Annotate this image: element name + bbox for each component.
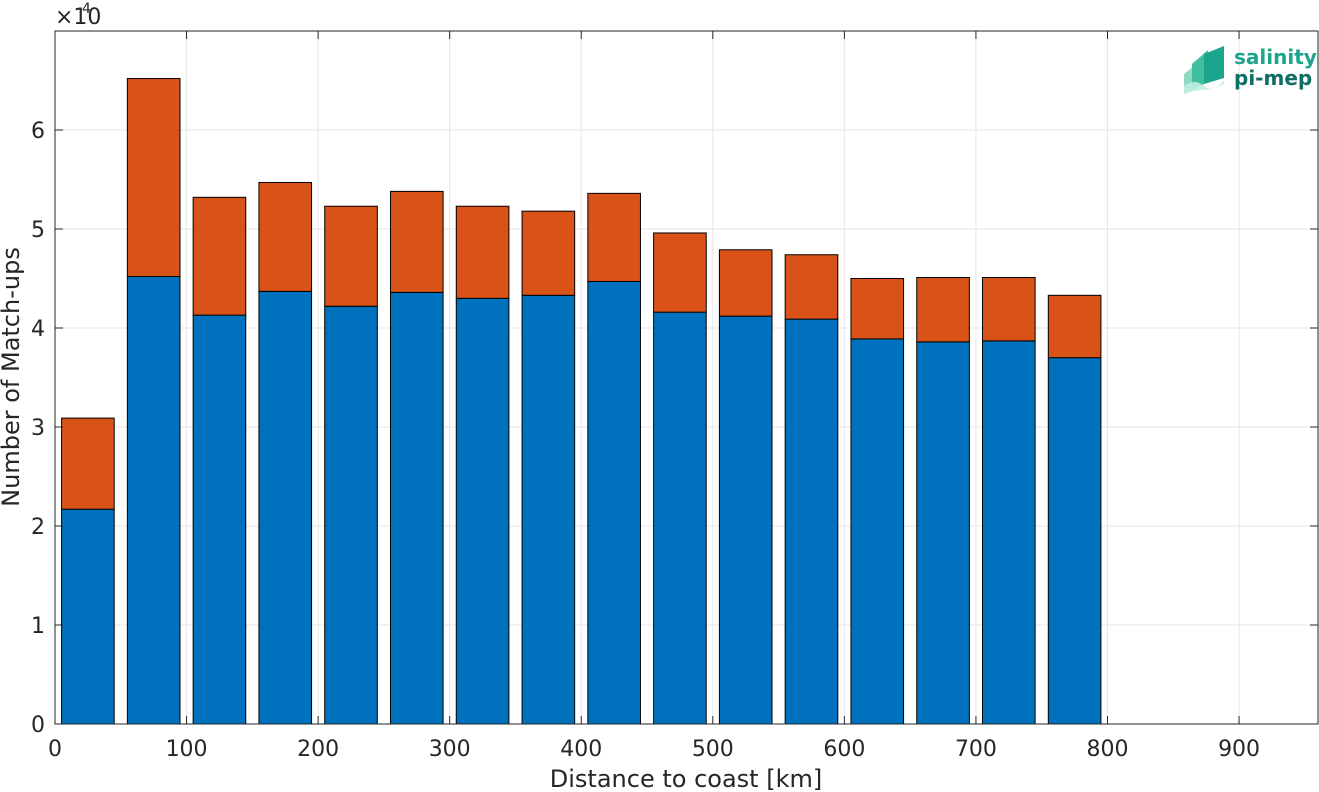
bar-series-2: [126, 78, 181, 278]
y-tick-label: 0: [31, 713, 45, 738]
bar-series-1: [126, 276, 181, 725]
bar-series-1: [982, 340, 1036, 725]
x-tick-label: 0: [48, 737, 62, 762]
bars: [61, 78, 1102, 725]
bar-series-2: [850, 278, 905, 340]
bar-series-2: [784, 254, 839, 320]
bar-series-2: [521, 210, 576, 296]
y-axis-label: Number of Match-ups: [0, 247, 25, 507]
ticks: [54, 31, 1318, 725]
x-axis-label: Distance to coast [km]: [550, 765, 822, 792]
y-tick-label: 3: [31, 416, 45, 441]
bar-series-1: [850, 338, 905, 725]
y-tick-label: 4: [31, 317, 45, 342]
axes-box: [54, 30, 1319, 725]
bar-series-2: [718, 249, 773, 317]
bar-series-2: [587, 192, 641, 282]
tick-labels: 0 100 200 300 400 500 600 700 800 900 0 1 2 3 4 5 6: [31, 119, 1260, 762]
x-tick-label: 500: [692, 737, 734, 762]
bar-series-1: [587, 280, 641, 725]
bar-series-2: [324, 205, 378, 307]
bar-series-2: [455, 205, 510, 299]
bar-series-1: [455, 297, 510, 725]
x-tick-label: 300: [429, 737, 471, 762]
bar-series-1: [258, 290, 313, 725]
bar-series-1: [521, 294, 576, 725]
bar-series-1: [718, 315, 773, 725]
logo-line2: pi-mep: [1234, 66, 1312, 90]
bar-series-1: [324, 305, 378, 725]
bar-series-2: [389, 190, 444, 293]
bar-series-2: [61, 417, 115, 510]
bar-series-2: [192, 196, 247, 316]
y-tick-label: 1: [31, 614, 45, 639]
bar-series-2: [653, 232, 707, 313]
bar-series-2: [1047, 294, 1102, 359]
bar-series-2: [982, 277, 1036, 342]
bar-series-1: [1047, 357, 1102, 725]
bar-series-1: [916, 341, 970, 725]
bar-series-1: [784, 318, 839, 725]
bar-series-2: [258, 181, 313, 292]
x-tick-label: 700: [955, 737, 997, 762]
x-tick-label: 400: [560, 737, 602, 762]
x-tick-label: 600: [823, 737, 865, 762]
y-tick-label: 6: [31, 119, 45, 144]
bar-series-1: [389, 291, 444, 725]
y-exponent-power: 4: [82, 1, 91, 17]
y-tick-label: 5: [31, 218, 45, 243]
logo-line1: salinity: [1234, 45, 1317, 69]
y-exponent-label: ×10: [55, 5, 101, 30]
bar-series-1: [192, 314, 247, 725]
x-tick-label: 900: [1218, 737, 1260, 762]
x-tick-label: 100: [166, 737, 208, 762]
bar-series-2: [916, 277, 970, 343]
x-tick-label: 800: [1087, 737, 1129, 762]
y-tick-label: 2: [31, 515, 45, 540]
salinity-pimep-logo: salinity pi-mep: [1184, 45, 1317, 94]
x-tick-label: 200: [297, 737, 339, 762]
bar-series-1: [653, 311, 707, 725]
bar-series-1: [61, 508, 115, 725]
wave-logo-icon: [1184, 46, 1224, 94]
